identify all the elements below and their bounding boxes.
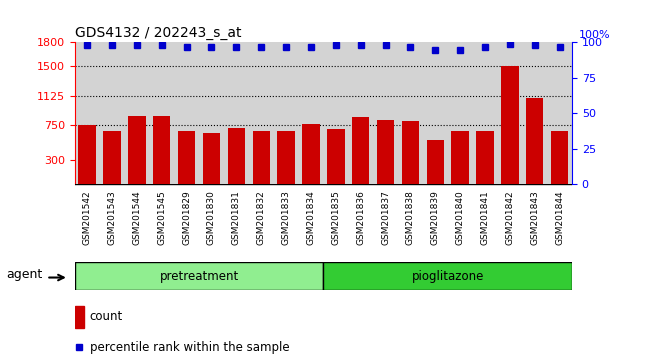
Bar: [526, 98, 543, 184]
Text: pioglitazone: pioglitazone: [411, 270, 484, 282]
Bar: [377, 120, 395, 184]
Text: GSM201834: GSM201834: [306, 190, 315, 245]
Bar: [153, 116, 170, 184]
Bar: [252, 131, 270, 184]
Text: GSM201843: GSM201843: [530, 190, 540, 245]
Text: GSM201842: GSM201842: [505, 190, 514, 245]
Bar: [426, 140, 444, 184]
Bar: [476, 131, 494, 184]
Text: GSM201831: GSM201831: [232, 190, 241, 245]
Bar: [501, 66, 519, 184]
Bar: [278, 131, 295, 184]
Bar: [402, 121, 419, 184]
Bar: [128, 116, 146, 184]
Text: GSM201832: GSM201832: [257, 190, 266, 245]
Text: GSM201837: GSM201837: [381, 190, 390, 245]
Bar: [79, 125, 96, 184]
Text: GSM201829: GSM201829: [182, 190, 191, 245]
Text: GSM201544: GSM201544: [133, 190, 142, 245]
Text: GSM201838: GSM201838: [406, 190, 415, 245]
Text: GSM201836: GSM201836: [356, 190, 365, 245]
Bar: [103, 131, 121, 184]
Text: GSM201835: GSM201835: [332, 190, 341, 245]
Bar: [302, 124, 320, 184]
Text: count: count: [90, 310, 123, 323]
Bar: [75, 262, 324, 290]
Bar: [352, 117, 369, 184]
Text: GSM201543: GSM201543: [107, 190, 116, 245]
Text: agent: agent: [6, 268, 42, 281]
Bar: [327, 129, 344, 184]
Text: GSM201545: GSM201545: [157, 190, 166, 245]
Bar: [178, 131, 196, 184]
Text: pretreatment: pretreatment: [159, 270, 239, 282]
Text: GSM201844: GSM201844: [555, 190, 564, 245]
Text: GSM201542: GSM201542: [83, 190, 92, 245]
Text: GSM201841: GSM201841: [480, 190, 489, 245]
Text: GSM201833: GSM201833: [281, 190, 291, 245]
Text: 100%: 100%: [579, 30, 610, 40]
Text: GSM201839: GSM201839: [431, 190, 440, 245]
Bar: [451, 131, 469, 184]
Bar: [75, 306, 84, 328]
Text: GSM201830: GSM201830: [207, 190, 216, 245]
Bar: [324, 262, 572, 290]
Text: GSM201840: GSM201840: [456, 190, 465, 245]
Bar: [203, 133, 220, 184]
Text: percentile rank within the sample: percentile rank within the sample: [90, 341, 289, 354]
Bar: [227, 128, 245, 184]
Bar: [551, 131, 568, 184]
Text: GDS4132 / 202243_s_at: GDS4132 / 202243_s_at: [75, 26, 241, 40]
